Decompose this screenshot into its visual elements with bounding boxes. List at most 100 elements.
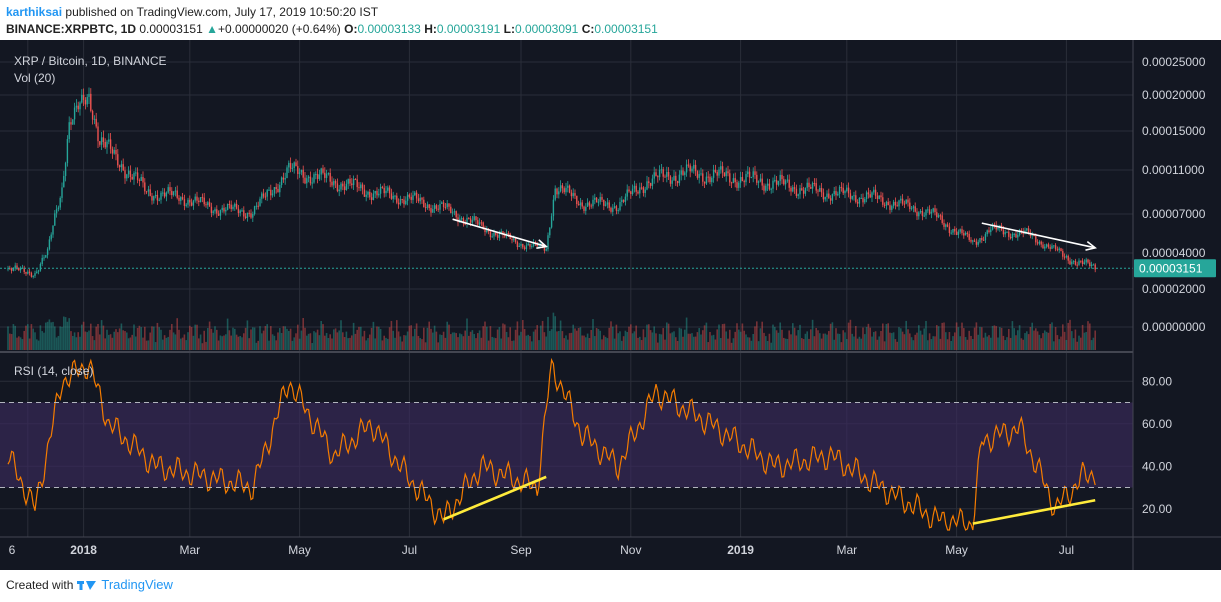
- volume-bar-289: [527, 334, 529, 350]
- volume-bar-376: [684, 329, 686, 350]
- volume-bar-25: [52, 321, 54, 350]
- candle-body-578: [1047, 244, 1050, 248]
- volume-bar-589: [1067, 322, 1069, 350]
- candle-body-573: [1038, 241, 1041, 244]
- candle-body-108: [201, 197, 204, 199]
- candle-body-76: [144, 182, 146, 192]
- candle-body-134: [248, 212, 250, 214]
- volume-bar-84: [158, 327, 160, 350]
- candle-body-198: [363, 189, 366, 197]
- candle-body-357: [649, 183, 652, 186]
- volume-bar-468: [849, 319, 852, 350]
- candle-body-58: [111, 148, 114, 154]
- volume-bar-227: [415, 323, 418, 350]
- volume-bar-598: [1083, 332, 1086, 350]
- volume-bar-522: [946, 339, 949, 350]
- candle-body-259: [473, 216, 475, 221]
- candle-body-561: [1017, 234, 1019, 238]
- candle-body-240: [439, 203, 441, 210]
- volume-bar-517: [937, 326, 940, 350]
- volume-bar-261: [477, 333, 479, 350]
- volume-bar-418: [759, 328, 762, 350]
- volume-bar-313: [570, 332, 573, 350]
- volume-bars: [7, 312, 1096, 350]
- candle-body-520: [943, 222, 945, 227]
- volume-bar-352: [640, 340, 643, 350]
- volume-bar-330: [601, 339, 603, 350]
- candle-body-209: [383, 187, 385, 194]
- candle-body-127: [235, 203, 238, 209]
- volume-bar-153: [282, 326, 285, 350]
- candle-body-444: [806, 182, 808, 188]
- candle-body-135: [250, 213, 252, 218]
- volume-bar-246: [450, 334, 452, 350]
- candle-body-2: [10, 268, 13, 271]
- candle-body-369: [671, 180, 673, 184]
- candle-body-19: [41, 257, 43, 264]
- volume-bar-524: [950, 340, 952, 350]
- volume-bar-284: [518, 335, 520, 350]
- candle-body-370: [673, 175, 675, 181]
- volume-bar-268: [489, 326, 492, 350]
- volume-bar-441: [801, 338, 803, 350]
- author-name[interactable]: karthiksai: [6, 5, 63, 19]
- volume-bar-516: [936, 325, 938, 350]
- volume-bar-214: [392, 330, 394, 350]
- volume-bar-181: [333, 329, 335, 350]
- volume-bar-372: [676, 340, 679, 350]
- volume-bar-438: [795, 335, 798, 350]
- candle-body-143: [264, 196, 267, 198]
- candle-body-264: [482, 222, 484, 229]
- candle-body-270: [493, 232, 495, 237]
- volume-bar-469: [851, 333, 853, 350]
- volume-bar-88: [165, 337, 168, 350]
- volume-bar-430: [781, 329, 783, 350]
- volume-bar-305: [556, 331, 558, 350]
- volume-bar-453: [822, 333, 825, 350]
- candle-body-118: [219, 210, 222, 216]
- candle-body-185: [340, 183, 342, 190]
- candle-body-409: [743, 181, 745, 183]
- price-chart[interactable]: 0.00025000 0.00020000 0.00015000 0.00011000…: [0, 40, 1221, 570]
- volume-bar-586: [1062, 324, 1064, 350]
- volume-bar-146: [270, 326, 272, 350]
- candle-body-68: [129, 170, 132, 177]
- volume-bar-434: [788, 330, 790, 350]
- volume-bar-465: [844, 332, 846, 350]
- volume-bar-100: [187, 332, 189, 350]
- candle-body-433: [786, 179, 789, 181]
- candle-body-350: [637, 191, 639, 194]
- volume-bar-87: [163, 335, 166, 350]
- candle-body-540: [979, 238, 981, 242]
- volume-bar-501: [909, 333, 911, 350]
- candle-body-162: [298, 172, 301, 174]
- volume-bar-102: [190, 327, 193, 350]
- volume-bar-19: [41, 331, 43, 350]
- candle-body-55: [106, 141, 108, 148]
- volume-bar-541: [981, 327, 983, 350]
- tradingview-brand[interactable]: TradingView: [101, 577, 173, 592]
- volume-bar-489: [887, 323, 889, 350]
- candle-body-244: [446, 203, 448, 208]
- volume-bar-159: [293, 337, 295, 350]
- annotation-line-2: [443, 475, 547, 521]
- candle-body-190: [349, 178, 351, 184]
- candle-body-479: [869, 194, 871, 198]
- candle-body-529: [959, 229, 961, 232]
- volume-bar-199: [365, 340, 367, 350]
- volume-bar-564: [1022, 339, 1024, 350]
- volume-bar-471: [855, 326, 857, 350]
- candle-body-327: [595, 197, 598, 203]
- candle-body-525: [952, 228, 954, 233]
- volume-bar-117: [217, 340, 220, 350]
- volume-bar-277: [505, 331, 508, 350]
- candle-body-158: [291, 167, 294, 169]
- candle-body-278: [507, 232, 510, 234]
- volume-bar-210: [385, 337, 387, 350]
- candle-body-46: [90, 93, 92, 111]
- candle-body-1: [9, 268, 11, 270]
- candle-body-566: [1026, 228, 1028, 231]
- volume-bar-601: [1089, 323, 1091, 350]
- volume-bar-106: [198, 338, 200, 350]
- candle-body-271: [495, 232, 497, 235]
